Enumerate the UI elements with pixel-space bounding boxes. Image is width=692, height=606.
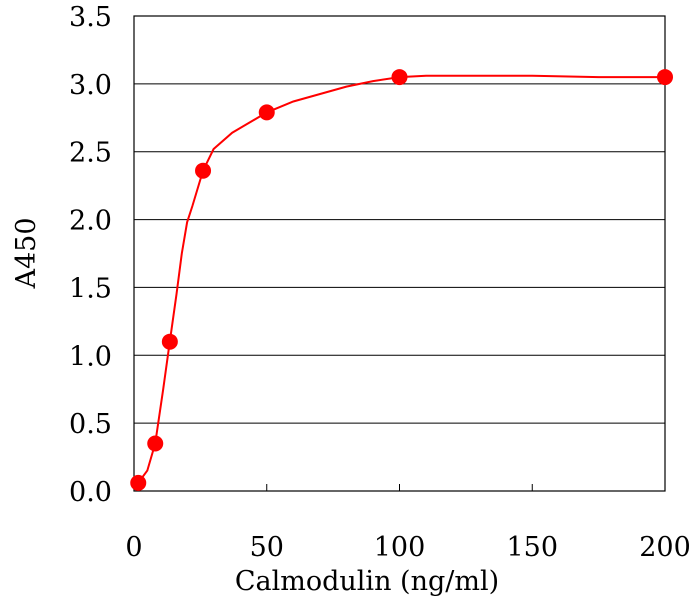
x-axis-ticks bbox=[133, 484, 666, 491]
y-axis-tick-labels: 0.0 0.5 1.0 1.5 2.0 2.5 3.0 3.5 bbox=[69, 2, 112, 508]
x-tick-label: 0 bbox=[125, 532, 142, 563]
data-point bbox=[147, 435, 164, 452]
y-tick-label: 1.0 bbox=[69, 341, 112, 372]
y-tick-label: 3.0 bbox=[69, 70, 112, 101]
y-tick-label: 2.5 bbox=[69, 138, 112, 169]
data-point bbox=[391, 69, 408, 86]
x-tick-label: 150 bbox=[506, 532, 558, 563]
grid-lines bbox=[134, 83, 665, 424]
plot-area-frame bbox=[133, 15, 666, 492]
y-tick-label: 2.0 bbox=[69, 206, 112, 237]
data-point bbox=[657, 69, 673, 86]
y-tick-label: 0.0 bbox=[69, 477, 112, 508]
x-axis-title: Calmodulin (ng/ml) bbox=[235, 566, 499, 597]
x-tick-label: 100 bbox=[374, 532, 426, 563]
x-axis-tick-labels: 0 50 100 150 200 bbox=[125, 532, 690, 563]
data-point bbox=[161, 333, 178, 350]
x-tick-label: 200 bbox=[639, 532, 691, 563]
data-point bbox=[130, 474, 147, 491]
data-point bbox=[258, 104, 275, 121]
y-axis-title: A450 bbox=[11, 217, 42, 289]
y-tick-label: 0.5 bbox=[69, 409, 112, 440]
y-tick-label: 1.5 bbox=[69, 273, 112, 304]
data-points bbox=[130, 69, 673, 491]
series-fit-curve bbox=[137, 74, 665, 484]
data-point bbox=[195, 162, 212, 179]
x-tick-label: 50 bbox=[250, 532, 284, 563]
y-tick-label: 3.5 bbox=[69, 2, 112, 33]
